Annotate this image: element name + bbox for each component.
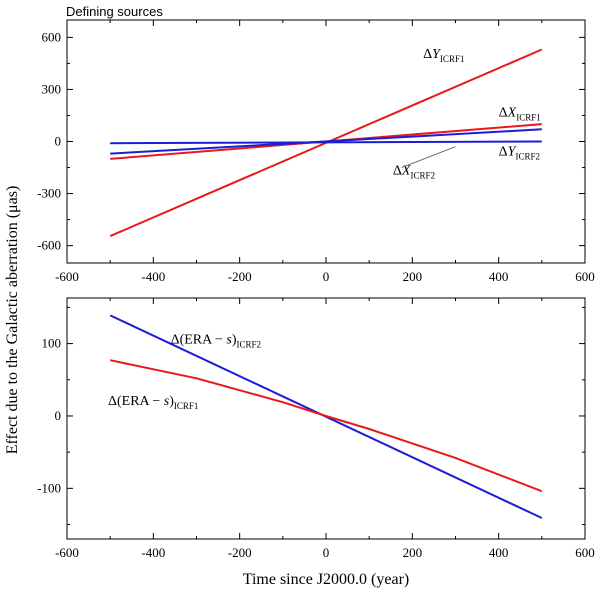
x-tick-label: -600	[55, 269, 79, 284]
y-tick-label: -600	[37, 238, 61, 253]
x-tick-label: 200	[403, 545, 423, 560]
chart-panel-1: -600 -400 -200 0 200 400 600 -600 -300 0 300 600 ΔYI…	[37, 19, 595, 284]
y-tick-label: -100	[37, 480, 61, 495]
y-tick-label: 0	[55, 134, 62, 149]
y-axis-label: Effect due to the Galactic aberration (μ…	[4, 186, 21, 455]
y-tick-label: 100	[42, 336, 62, 351]
chart-panel-2: -600 -400 -200 0 200 400 600 -100 0 100 Δ(ERA − s)…	[37, 297, 595, 560]
series-annotation: ΔXICRF2	[393, 163, 435, 180]
annotation-leader-line	[401, 146, 456, 169]
y-tick-label: 600	[42, 29, 62, 44]
header-label: Defining sources	[66, 4, 163, 19]
y-tick-label: 300	[42, 81, 62, 96]
series-line-1-4	[110, 140, 542, 145]
x-tick-label: 0	[323, 545, 330, 560]
x-tick-label: -400	[141, 269, 165, 284]
x-axis-label: Time since J2000.0 (year)	[243, 571, 410, 588]
x-tick-label: 600	[575, 269, 595, 284]
x-tick-label: -600	[55, 545, 79, 560]
series-line-2-2	[109, 359, 543, 493]
x-tick-label: -200	[228, 545, 252, 560]
x-tick-label: -200	[228, 269, 252, 284]
y-tick-label: 0	[55, 408, 62, 423]
x-tick-label: 400	[489, 545, 509, 560]
x-tick-label: 0	[323, 269, 330, 284]
series-annotation: Δ(ERA − s)ICRF1	[108, 394, 198, 411]
series-annotation: ΔYICRF1	[423, 47, 464, 64]
series-annotation: ΔYICRF2	[499, 144, 540, 161]
series-annotation: Δ(ERA − s)ICRF2	[171, 333, 261, 350]
series-annotation: ΔXICRF1	[499, 105, 541, 122]
x-tick-label: 600	[575, 545, 595, 560]
y-tick-label: -300	[37, 186, 61, 201]
x-tick-label: -400	[141, 545, 165, 560]
x-tick-label: 400	[489, 269, 509, 284]
x-tick-label: 200	[403, 269, 423, 284]
